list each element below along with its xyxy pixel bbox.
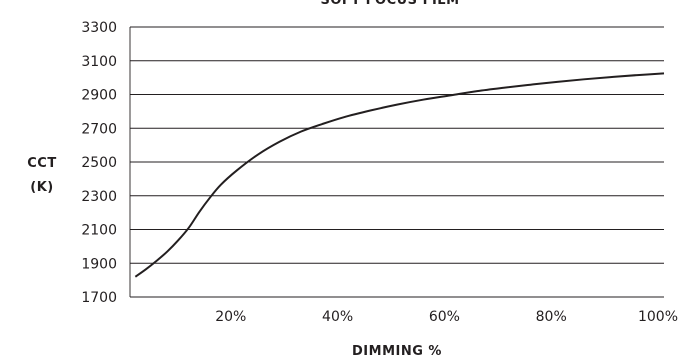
y-axis-title-line-2: (K) (30, 180, 53, 195)
y-axis: 1700 1900 2100 2300 2500 2700 2900 3100 3300 (81, 20, 131, 306)
x-tick-label-40: 40% (322, 309, 353, 325)
y-tick-label-2700: 2700 (81, 121, 117, 137)
x-tick-label-20: 20% (215, 309, 246, 325)
y-tick-label-1900: 1900 (81, 256, 117, 272)
x-tick-label-100: 100% (638, 309, 678, 325)
chart-title: SOFT FOCUS FILM (320, 0, 459, 8)
x-tick-label-80: 80% (536, 309, 567, 325)
x-axis-title: DIMMING % (352, 344, 442, 359)
y-tick-label-2500: 2500 (81, 155, 117, 171)
y-tick-label-2100: 2100 (81, 223, 117, 239)
y-tick-label-3300: 3300 (81, 20, 117, 36)
y-tick-label-1700: 1700 (81, 290, 117, 306)
x-axis: 20% 40% 60% 80% 100% (215, 309, 678, 325)
grid-lines (130, 26, 664, 298)
y-tick-label-2900: 2900 (81, 88, 117, 104)
y-tick-label-3100: 3100 (81, 54, 117, 70)
series-line-0 (134, 72, 665, 278)
x-tick-label-60: 60% (429, 309, 460, 325)
y-tick-label-2300: 2300 (81, 189, 117, 205)
y-axis-title-line-1: CCT (27, 156, 56, 171)
series-layer (134, 72, 665, 278)
